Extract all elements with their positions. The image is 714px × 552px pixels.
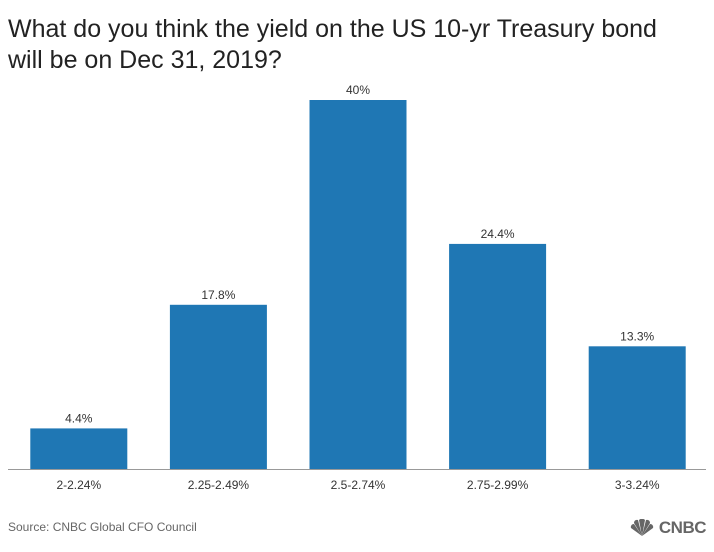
- chart-title: What do you think the yield on the US 10…: [8, 15, 657, 74]
- cnbc-logo: CNBC: [629, 518, 707, 538]
- bar-2: [309, 100, 407, 469]
- x-tick-label-0: 2-2.24%: [56, 478, 101, 492]
- cnbc-logo-text: CNBC: [658, 518, 707, 537]
- x-tick-label-4: 3-3.24%: [615, 478, 660, 492]
- bar-1: [169, 304, 267, 469]
- source-note: Source: CNBC Global CFO Council: [8, 520, 197, 534]
- bar-3: [449, 243, 547, 469]
- bar-4: [588, 346, 686, 469]
- data-label-0: 4.4%: [65, 411, 93, 425]
- x-tick-label-2: 2.5-2.74%: [331, 478, 386, 492]
- bar-0: [30, 428, 128, 469]
- peacock-icon: [630, 519, 654, 536]
- data-label-1: 17.8%: [201, 288, 235, 302]
- data-label-4: 13.3%: [620, 329, 654, 343]
- x-tick-label-1: 2.25-2.49%: [188, 478, 250, 492]
- data-label-3: 24.4%: [481, 227, 515, 241]
- data-label-2: 40%: [346, 83, 370, 97]
- x-tick-label-3: 2.75-2.99%: [467, 478, 529, 492]
